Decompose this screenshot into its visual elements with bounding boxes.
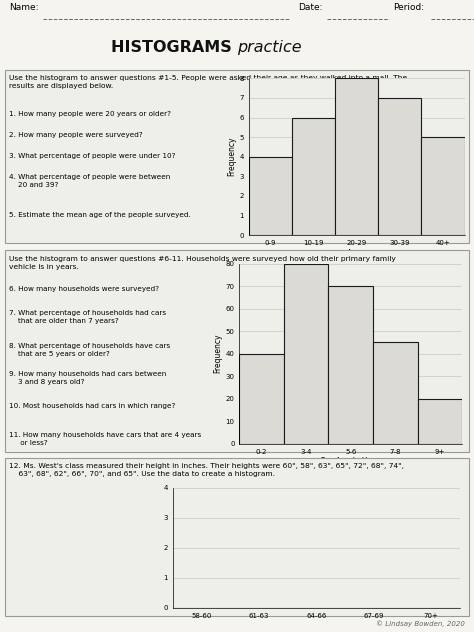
Text: HISTOGRAMS: HISTOGRAMS <box>110 40 237 55</box>
Text: 4. What percentage of people were between
    20 and 39?: 4. What percentage of people were betwee… <box>9 174 171 188</box>
Text: Name:: Name: <box>9 3 39 12</box>
Y-axis label: Frequency: Frequency <box>228 137 237 176</box>
Bar <box>292 118 335 235</box>
Text: Period:: Period: <box>393 3 425 12</box>
X-axis label: Car Age In Years: Car Age In Years <box>319 458 382 466</box>
Text: 10. Most households had cars in which range?: 10. Most households had cars in which ra… <box>9 403 176 410</box>
Text: 5. Estimate the mean age of the people surveyed.: 5. Estimate the mean age of the people s… <box>9 212 191 218</box>
Text: 1. How many people were 20 years or older?: 1. How many people were 20 years or olde… <box>9 111 172 117</box>
Y-axis label: Frequency: Frequency <box>214 334 223 374</box>
Bar <box>378 98 421 235</box>
Text: 8. What percentage of households have cars
    that are 5 years or older?: 8. What percentage of households have ca… <box>9 343 171 356</box>
Bar <box>328 286 373 444</box>
Text: 3. What percentage of people were under 10?: 3. What percentage of people were under … <box>9 153 176 159</box>
Bar <box>421 137 465 235</box>
Text: 2. How many people were surveyed?: 2. How many people were surveyed? <box>9 132 143 138</box>
Bar <box>335 78 378 235</box>
Text: 12. Ms. West's class measured their height in inches. Their heights were 60", 58: 12. Ms. West's class measured their heig… <box>9 463 404 477</box>
Text: 9. How many households had cars between
    3 and 8 years old?: 9. How many households had cars between … <box>9 371 167 385</box>
Bar <box>284 264 328 444</box>
Bar <box>373 343 418 444</box>
Text: practice: practice <box>237 40 301 55</box>
Bar <box>418 399 462 444</box>
Text: Date:: Date: <box>299 3 323 12</box>
Text: 7. What percentage of households had cars
    that are older than 7 years?: 7. What percentage of households had car… <box>9 310 166 324</box>
Bar <box>249 157 292 235</box>
Text: 6. How many households were surveyed?: 6. How many households were surveyed? <box>9 286 160 292</box>
X-axis label: Ages: Ages <box>347 249 366 258</box>
Text: © Lindsay Bowden, 2020: © Lindsay Bowden, 2020 <box>375 621 465 628</box>
Text: 11. How many households have cars that are 4 years
     or less?: 11. How many households have cars that a… <box>9 432 201 446</box>
Text: Use the histogram to answer questions #6-11. Households were surveyed how old th: Use the histogram to answer questions #6… <box>9 256 396 270</box>
Bar <box>239 354 284 444</box>
Text: Use the histogram to answer questions #1-5. People were asked their age as they : Use the histogram to answer questions #1… <box>9 75 408 89</box>
